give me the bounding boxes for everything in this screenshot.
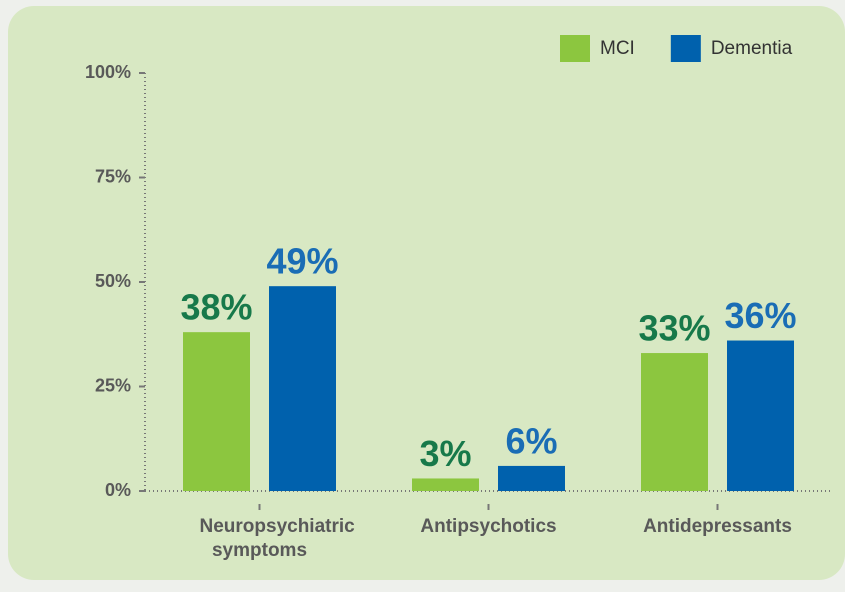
y-tick-label: 50% bbox=[95, 271, 131, 291]
value-label: 49% bbox=[266, 241, 338, 282]
bar bbox=[412, 478, 479, 491]
legend-swatch bbox=[560, 35, 590, 62]
bar bbox=[269, 286, 336, 491]
bar bbox=[727, 340, 794, 491]
legend-label: MCI bbox=[600, 38, 635, 59]
y-tick-label: 75% bbox=[95, 166, 131, 186]
bar bbox=[641, 353, 708, 491]
value-label: 6% bbox=[505, 420, 557, 461]
x-tick-label: Antidepressants bbox=[643, 516, 792, 537]
value-label: 3% bbox=[419, 433, 471, 474]
x-tick-label: Antipsychotics bbox=[420, 516, 557, 537]
bar bbox=[498, 465, 565, 491]
value-label: 36% bbox=[724, 295, 796, 336]
y-tick-label: 0% bbox=[105, 480, 131, 500]
legend-label: Dementia bbox=[711, 38, 793, 59]
value-label: 38% bbox=[180, 287, 252, 328]
value-label: 33% bbox=[638, 308, 710, 349]
y-tick-label: 25% bbox=[95, 375, 131, 395]
legend-swatch bbox=[670, 35, 701, 62]
bar bbox=[183, 332, 250, 491]
y-tick-label: 100% bbox=[85, 62, 131, 82]
x-tick-label: Neuropsychiatric symptoms bbox=[199, 516, 355, 561]
